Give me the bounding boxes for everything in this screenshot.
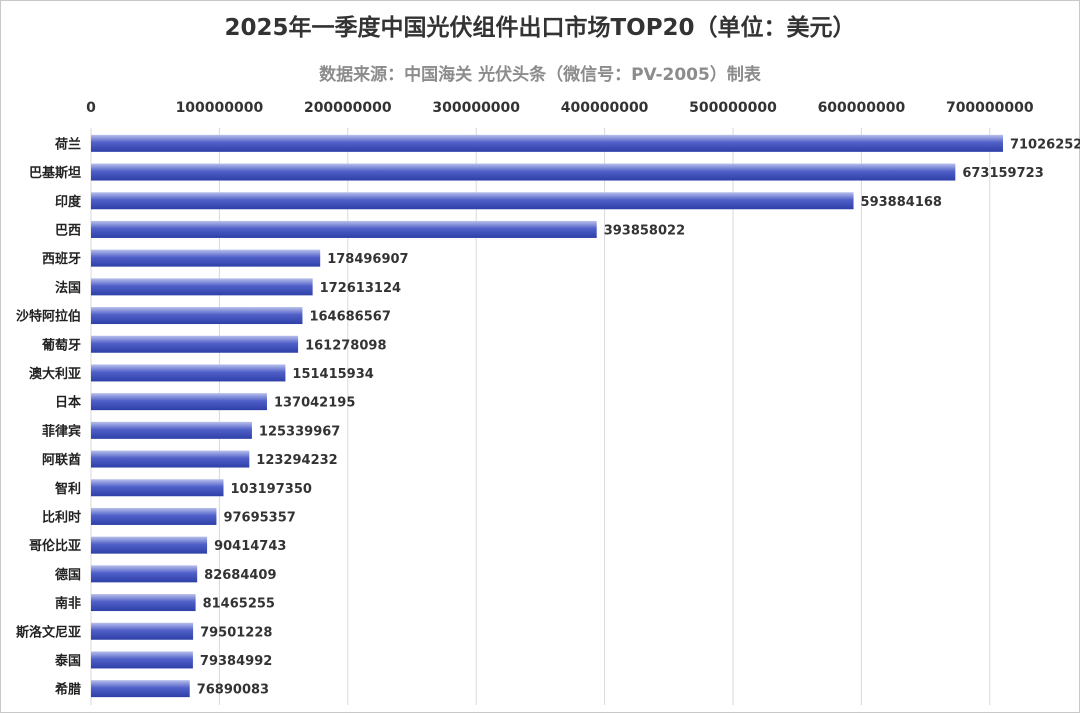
bar [91, 220, 597, 238]
category-label: 葡萄牙 [41, 337, 81, 353]
x-tick-label: 100000000 [176, 100, 264, 116]
x-tick-label: 600000000 [818, 100, 906, 116]
category-label: 沙特阿拉伯 [16, 309, 81, 325]
category-label: 荷兰 [54, 136, 81, 152]
bar [91, 421, 252, 439]
data-label: 103197350 [231, 482, 312, 497]
data-label: 123294232 [256, 453, 337, 468]
data-label: 172613124 [320, 281, 401, 296]
data-label: 90414743 [214, 539, 286, 554]
category-label: 德国 [55, 567, 81, 583]
category-label: 哥伦比亚 [29, 538, 81, 554]
category-label: 希腊 [55, 682, 81, 698]
bar [91, 163, 956, 181]
bar [91, 278, 313, 296]
category-label: 西班牙 [42, 251, 81, 267]
data-label: 393858022 [604, 223, 685, 238]
data-label: 79501228 [200, 625, 272, 640]
data-label: 79384992 [200, 654, 272, 669]
bar [91, 479, 224, 497]
data-label: 97695357 [223, 510, 295, 525]
bar [91, 364, 286, 382]
data-label: 161278098 [305, 338, 386, 353]
x-tick-label: 200000000 [304, 100, 392, 116]
data-label: 125339967 [259, 424, 340, 439]
bar [91, 622, 194, 640]
x-tick-label: 400000000 [561, 100, 649, 116]
data-label: 710262525 [1010, 137, 1080, 152]
data-label: 673159723 [962, 166, 1043, 181]
x-tick-label: 500000000 [689, 100, 777, 116]
x-tick-label: 300000000 [432, 100, 520, 116]
bars [91, 134, 1003, 698]
bar [91, 651, 193, 669]
bar [91, 507, 217, 525]
data-label: 76890083 [197, 683, 269, 698]
category-label: 智利 [55, 481, 81, 497]
bar [91, 680, 190, 698]
data-label: 82684409 [204, 568, 276, 583]
data-label: 178496907 [327, 252, 408, 267]
category-label: 斯洛文尼亚 [16, 624, 81, 640]
category-label: 比利时 [42, 509, 81, 525]
x-tick-label: 0 [86, 100, 96, 116]
category-label: 法国 [55, 280, 81, 296]
data-label: 151415934 [292, 367, 373, 382]
bar [91, 192, 854, 210]
data-labels: 710262525 673159723 593884168 393858022 1784… [197, 137, 1080, 697]
chart-title: 2025年一季度中国光伏组件出口市场TOP20（单位：美元） [224, 15, 856, 41]
chart-subtitle: 数据来源：中国海关 光伏头条（微信号：PV-2005）制表 [319, 65, 761, 85]
bar [91, 393, 267, 411]
data-label: 137042195 [274, 396, 355, 411]
category-label: 日本 [55, 395, 81, 411]
bar [91, 565, 198, 583]
bar [91, 335, 299, 353]
category-label: 印度 [55, 194, 82, 210]
category-label: 南非 [55, 596, 81, 612]
category-label: 澳大利亚 [29, 366, 81, 382]
bar [91, 536, 208, 554]
gridlines [90, 128, 991, 705]
bar [91, 594, 196, 612]
data-label: 593884168 [861, 195, 942, 210]
data-label: 81465255 [203, 597, 275, 612]
bar [91, 307, 303, 325]
data-label: 164686567 [309, 310, 390, 325]
category-labels: 荷兰巴基斯坦印度巴西西班牙法国沙特阿拉伯葡萄牙澳大利亚日本菲律宾阿联酋智利比利时… [16, 136, 82, 697]
category-label: 阿联酋 [42, 452, 81, 468]
bar [91, 249, 321, 267]
x-tick-label: 700000000 [946, 100, 1034, 116]
category-label: 巴西 [55, 223, 81, 238]
bar [91, 134, 1003, 152]
bar [91, 450, 250, 468]
category-label: 巴基斯坦 [29, 165, 81, 181]
x-axis-ticks: 0 100000000 200000000 300000000 400000000 500… [86, 100, 1034, 116]
category-label: 泰国 [54, 653, 81, 669]
category-label: 菲律宾 [42, 423, 81, 439]
